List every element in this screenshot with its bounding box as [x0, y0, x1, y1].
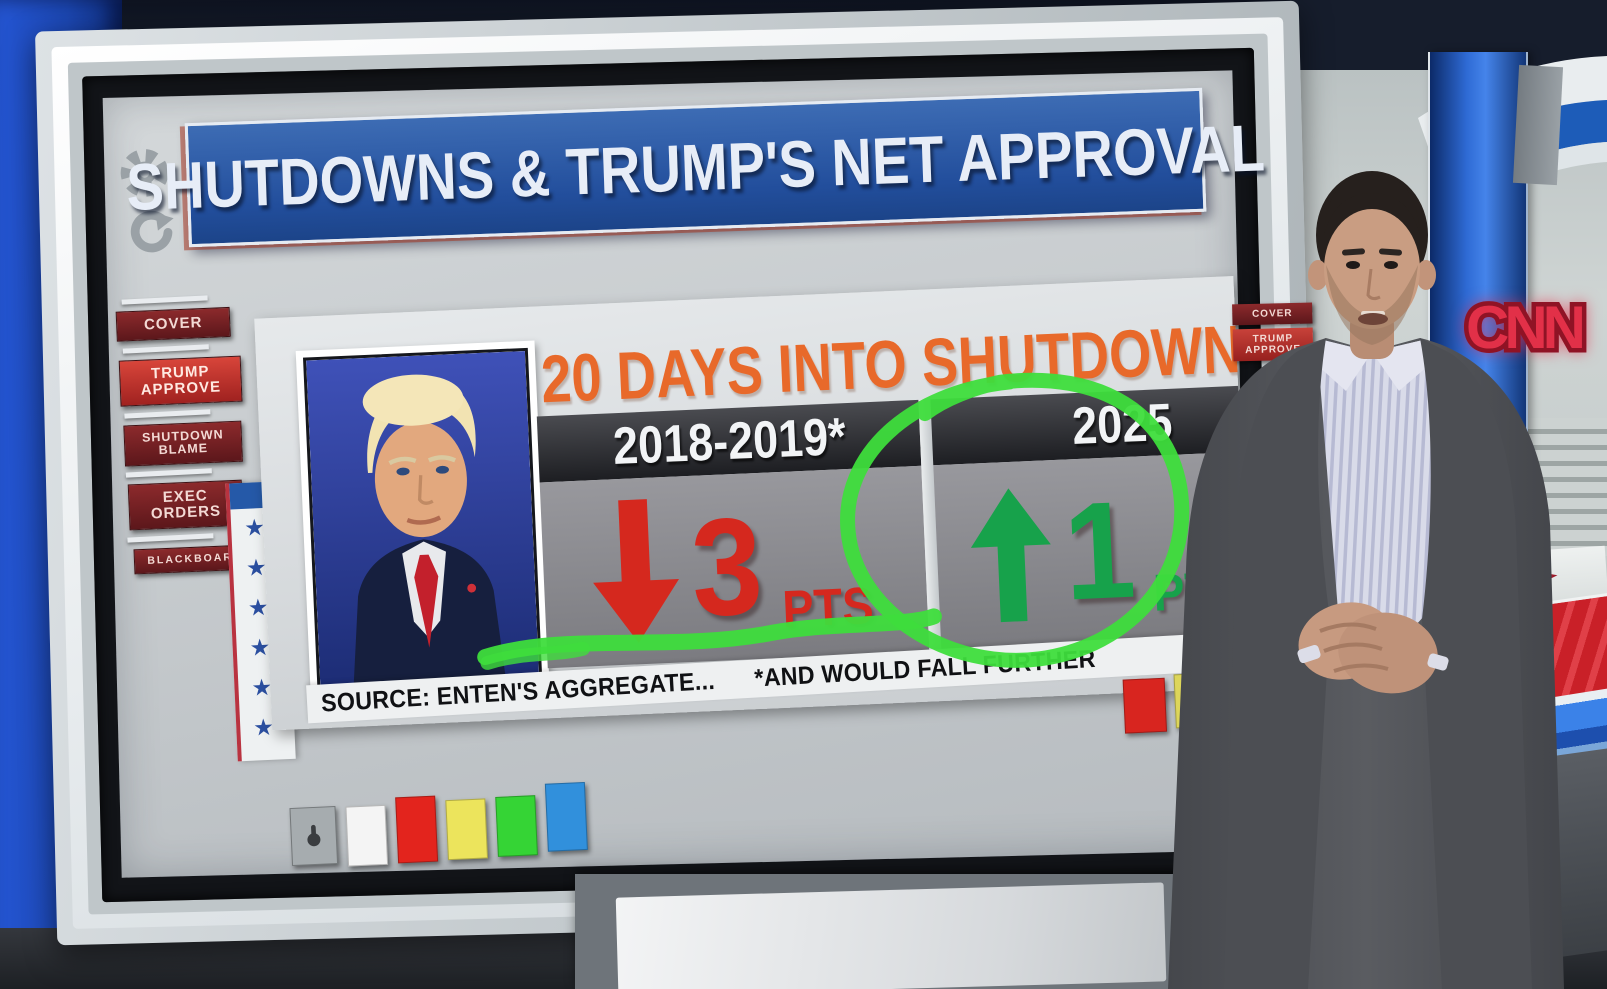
page-title: SHUTDOWNS & TRUMP'S NET APPROVAL — [125, 110, 1266, 225]
unit-2018-2019: PTS — [781, 577, 875, 639]
menu-item-shutdown-blame[interactable]: SHUTDOWN BLAME — [123, 420, 243, 466]
undo-hand-icon — [307, 824, 321, 847]
menu-separator — [125, 468, 212, 478]
color-swatch-blue[interactable] — [544, 781, 588, 852]
value-2025: 1 — [1060, 472, 1139, 630]
undo-button[interactable] — [289, 805, 339, 867]
refresh-icon[interactable] — [125, 208, 174, 257]
menu-item-cover[interactable]: COVER — [115, 306, 231, 342]
down-arrow-icon — [593, 499, 680, 643]
menu-separator — [124, 408, 211, 419]
menu-item-trump-approve[interactable]: TRUMP APPROVE — [118, 355, 243, 407]
touchscreen-surface[interactable]: SHUTDOWNS & TRUMP'S NET APPROVAL COVER T… — [102, 70, 1359, 878]
title-banner: SHUTDOWNS & TRUMP'S NET APPROVAL — [125, 87, 1266, 248]
presenter — [1168, 171, 1564, 989]
trump-photo — [295, 340, 550, 703]
display-pedestal — [575, 874, 1215, 989]
up-arrow-icon — [970, 488, 1051, 623]
cnn-logo: CNN — [1462, 290, 1593, 366]
menu-separator — [121, 295, 208, 305]
menu-separator — [127, 533, 214, 543]
column-2018-2019: 2018-2019* 3 PTS — [536, 399, 930, 669]
touchscreen-display: SHUTDOWNS & TRUMP'S NET APPROVAL COVER T… — [35, 0, 1359, 946]
graphic-card: 20 DAYS INTO SHUTDOWN 2018-2019* 3 PTS — [254, 276, 1252, 731]
svg-text:CNN: CNN — [1466, 294, 1583, 361]
color-swatch-green[interactable] — [495, 795, 538, 857]
menu-separator — [122, 344, 209, 354]
pedestal-front-panel — [615, 882, 1167, 989]
marker-palette-left — [289, 781, 588, 867]
color-swatch-yellow[interactable] — [445, 798, 488, 861]
color-swatch-white[interactable] — [345, 804, 389, 867]
column-value-area: 3 PTS — [539, 465, 930, 669]
gear-icon[interactable] — [118, 146, 171, 199]
color-swatch-red[interactable] — [395, 795, 439, 864]
value-2018-2019: 3 — [688, 488, 766, 646]
